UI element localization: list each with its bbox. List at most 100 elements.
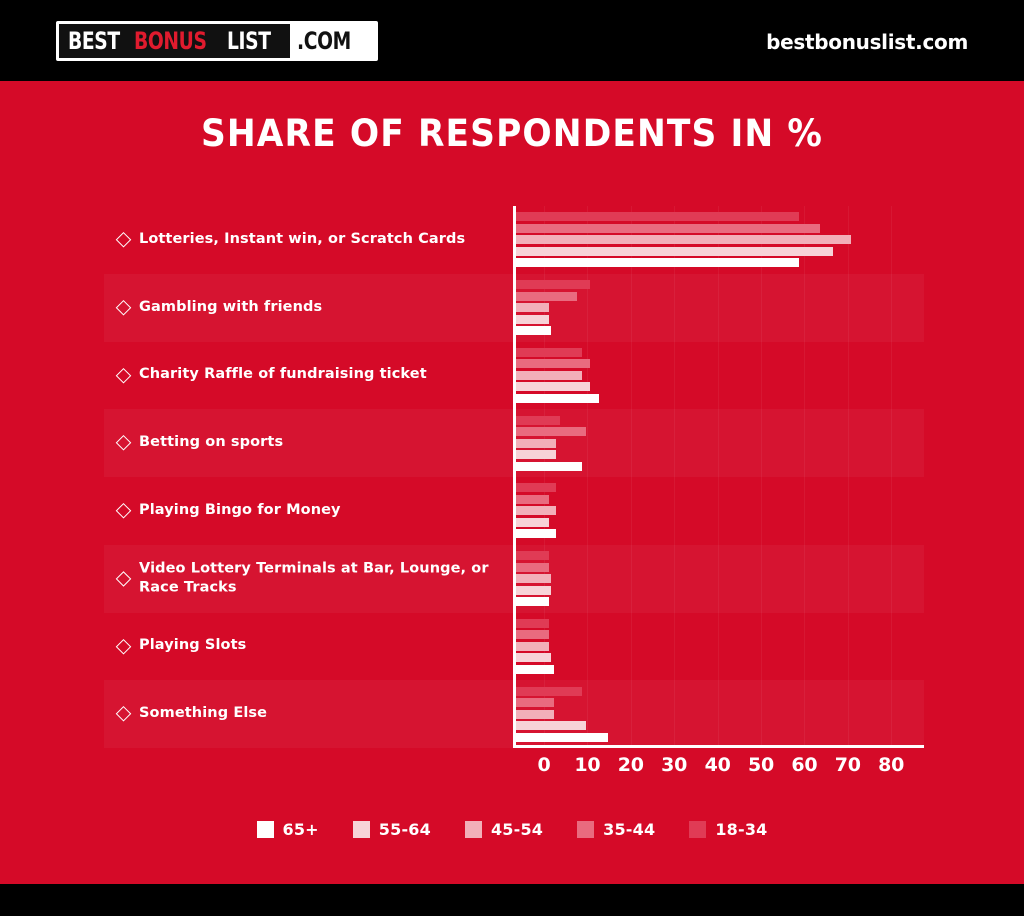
diamond-bullet-icon [115, 367, 132, 384]
bar-group [516, 206, 924, 274]
legend-item[interactable]: 45-54 [464, 820, 544, 839]
bar-18-34 [516, 551, 550, 561]
bar-35-44 [516, 630, 550, 640]
bar-65+ [516, 461, 582, 471]
bar-55-64 [516, 585, 552, 595]
bar-65+ [516, 393, 600, 403]
x-axis-tick-label: 50 [747, 754, 775, 776]
bar-18-34 [516, 686, 582, 696]
diamond-bullet-icon [115, 503, 132, 519]
bar-45-54 [516, 438, 556, 448]
bar-65+ [516, 258, 799, 268]
gridline [587, 206, 589, 748]
bar-45-54 [516, 709, 554, 719]
bar-group [516, 545, 924, 613]
gridline [761, 206, 762, 748]
category-label: Video Lottery Terminals at Bar, Lounge, … [115, 559, 498, 598]
diamond-bullet-icon [115, 570, 132, 587]
x-axis-tick-label: 20 [617, 754, 644, 776]
legend-swatch [256, 821, 274, 838]
diamond-bullet-icon [115, 232, 132, 248]
bar-18-34 [516, 212, 799, 222]
legend-item[interactable]: 55-64 [352, 820, 431, 839]
bar-18-34 [516, 415, 561, 425]
bar-35-44 [516, 562, 550, 572]
bar-35-44 [516, 359, 591, 369]
category-label: Playing Bingo for Money [115, 501, 498, 521]
header-bar: BEST BONUS LIST .COM bestbonuslist.com [0, 0, 1024, 81]
site-url-text: bestbonuslist.com [766, 30, 968, 54]
category-label-text: Video Lottery Terminals at Bar, Lounge, … [139, 560, 489, 596]
category-label: Charity Raffle of fundraising ticket [115, 366, 498, 386]
logo-text-best: BEST [68, 27, 120, 55]
x-axis-tick-label: 10 [574, 754, 601, 776]
gridline [847, 206, 849, 748]
category-row: Playing Slots [104, 613, 924, 681]
chart-area: Lotteries, Instant win, or Scratch Cards… [104, 206, 924, 776]
bar-45-54 [516, 235, 851, 245]
gridline [804, 206, 806, 748]
bar-group [516, 680, 924, 748]
category-label: Lotteries, Instant win, or Scratch Cards [115, 230, 498, 250]
x-axis-ticks: 0 10 20 30 40 50 60 70 80 [513, 754, 924, 780]
legend-swatch [352, 821, 370, 838]
legend-label: 55-64 [378, 820, 431, 839]
chart-title: SHARE OF RESPONDENTS IN % [200, 112, 824, 155]
category-label-text: Betting on sports [139, 434, 284, 451]
bar-55-64 [516, 450, 556, 460]
chart-legend: 65+ 55-64 45-54 35-44 18-34 [0, 820, 1024, 839]
bar-55-64 [516, 517, 550, 527]
category-label-text: Lotteries, Instant win, or Scratch Cards [139, 231, 466, 248]
legend-item[interactable]: 65+ [256, 820, 319, 839]
legend-item[interactable]: 35-44 [577, 820, 655, 839]
category-row: Charity Raffle of fundraising ticket [104, 342, 924, 410]
y-axis-line [513, 206, 516, 748]
legend-label: 65+ [282, 820, 319, 839]
legend-label: 35-44 [603, 820, 656, 839]
bar-group [516, 613, 924, 681]
legend-label: 18-34 [715, 820, 768, 839]
x-axis-line [513, 745, 924, 748]
bar-55-64 [516, 382, 591, 392]
legend-label: 45-54 [490, 820, 544, 839]
gridline [717, 206, 719, 748]
diamond-bullet-icon [115, 435, 132, 451]
gridline [630, 206, 632, 748]
category-label: Gambling with friends [115, 298, 498, 318]
bar-65+ [516, 326, 552, 336]
logo-dotcom-block: .COM [290, 24, 376, 58]
bar-35-44 [516, 223, 821, 233]
bar-65+ [516, 529, 556, 539]
bar-55-64 [516, 653, 552, 663]
legend-item[interactable]: 18-34 [689, 820, 767, 839]
diamond-bullet-icon [115, 706, 132, 722]
category-label-text: Playing Bingo for Money [139, 502, 341, 519]
logo-text-dotcom: .COM [297, 27, 352, 55]
logo-text-bonus: BONUS [134, 27, 207, 55]
legend-swatch [689, 821, 707, 838]
bar-65+ [516, 664, 554, 674]
category-label-text: Something Else [139, 705, 268, 722]
bar-65+ [516, 597, 550, 607]
brand-logo[interactable]: BEST BONUS LIST .COM [56, 21, 379, 61]
category-label-text: Playing Slots [139, 637, 247, 654]
plot-area [513, 206, 924, 748]
bar-group [516, 274, 924, 342]
category-row: Lotteries, Instant win, or Scratch Cards [104, 206, 924, 274]
logo-dark-block: BEST BONUS LIST [59, 24, 291, 58]
gridline [674, 206, 676, 748]
category-label: Betting on sports [115, 433, 498, 453]
diamond-bullet-icon [115, 299, 132, 316]
bar-55-64 [516, 721, 587, 731]
bar-18-34 [516, 483, 556, 493]
bar-45-54 [516, 506, 556, 516]
bar-45-54 [516, 303, 550, 313]
bar-65+ [516, 732, 608, 742]
bar-35-44 [516, 494, 550, 504]
bar-group [516, 477, 924, 545]
gridline [891, 206, 893, 748]
x-axis-tick-label: 70 [834, 754, 861, 776]
x-axis-tick-label: 0 [537, 754, 551, 776]
x-axis-tick-label: 30 [661, 754, 688, 776]
